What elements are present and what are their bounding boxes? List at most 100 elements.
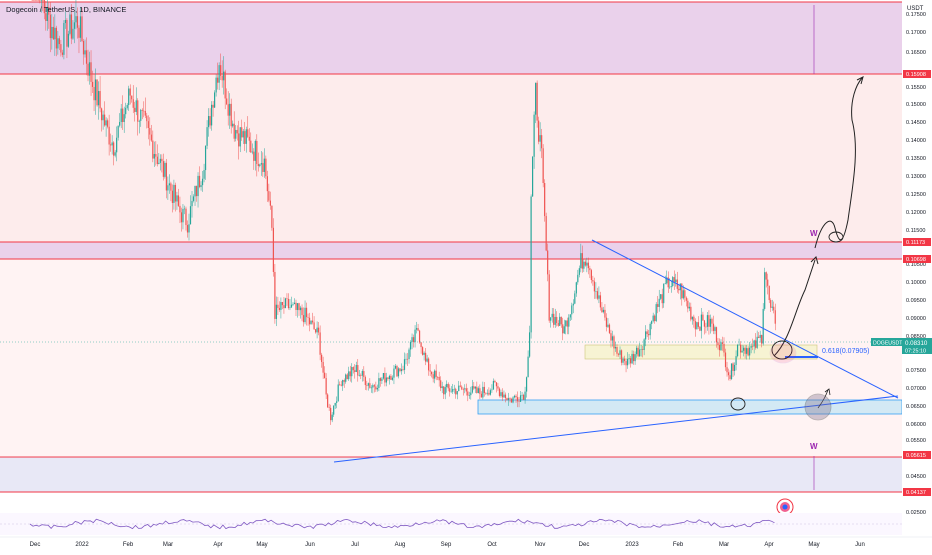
support-box-blue — [477, 399, 903, 415]
candle-body — [518, 401, 520, 402]
candle-body — [322, 362, 324, 373]
candle-body — [536, 82, 538, 121]
candle-body — [616, 346, 618, 354]
candle-body — [174, 184, 177, 202]
candle-body — [197, 175, 199, 197]
candle-body — [397, 368, 400, 377]
candle-body — [253, 151, 255, 161]
candle-body — [617, 353, 620, 355]
candle-body — [289, 307, 291, 309]
candle-body — [562, 324, 564, 334]
candle-body — [394, 365, 397, 369]
price-axis[interactable] — [902, 0, 932, 537]
candle-body — [325, 378, 327, 395]
candle-body — [226, 98, 228, 105]
candle-body — [437, 376, 439, 378]
candle-body — [399, 368, 401, 372]
candle-body — [358, 375, 360, 376]
candle-body — [622, 358, 624, 363]
candle-body — [331, 414, 333, 421]
candle-body — [241, 127, 243, 138]
candle-body — [628, 358, 630, 359]
candle-body — [185, 208, 187, 226]
candle-body — [510, 398, 513, 403]
candle-body — [34, 0, 36, 1]
price-level-label: 0.10698 — [906, 257, 926, 263]
candle-body — [366, 385, 368, 386]
candle-body — [271, 205, 273, 228]
circle-marks — [730, 231, 844, 421]
axis-tick-label: 0.06500 — [906, 404, 926, 410]
candle-body — [554, 316, 556, 325]
candle-body — [726, 367, 728, 373]
candle-body — [239, 127, 241, 147]
candle-body — [733, 364, 736, 371]
news-event-icon[interactable] — [776, 498, 794, 516]
candle-body — [54, 27, 56, 40]
candle-body — [134, 107, 136, 112]
axis-tick-label: 0.07500 — [906, 368, 926, 374]
price-level-label: 0.15908 — [906, 72, 926, 78]
month-label: Jul — [351, 542, 359, 548]
candle-body — [126, 105, 128, 108]
candle-body — [372, 385, 374, 388]
trendlines — [333, 239, 899, 463]
candle-body — [569, 314, 571, 318]
candle-body — [123, 114, 125, 123]
candle-body — [428, 358, 430, 371]
candle-body — [664, 283, 666, 284]
candle-body — [425, 352, 427, 362]
candle-body — [685, 297, 687, 301]
candle-body — [738, 344, 740, 346]
candle-body — [269, 200, 271, 206]
candle-body — [750, 345, 752, 348]
candle-body — [474, 386, 476, 389]
candle-body — [147, 121, 149, 128]
candle-body — [744, 347, 746, 354]
candle-body — [455, 388, 457, 395]
candle-body — [162, 161, 164, 177]
candle-body — [470, 392, 472, 396]
candle-body — [310, 320, 312, 325]
axis-ticks: 0.17500 0.17000 0.16500 0.15500 0.15000 0.145… — [906, 12, 926, 516]
candle-body — [209, 116, 211, 126]
candle-body — [45, 13, 47, 21]
candle-body — [334, 402, 336, 406]
candle-body — [420, 342, 422, 348]
candle-body — [131, 95, 133, 100]
candle-body — [476, 386, 478, 394]
candle-body — [319, 332, 321, 355]
candle-body — [171, 190, 174, 203]
candle-body — [402, 369, 404, 370]
axis-tick-label: 0.15000 — [906, 102, 926, 108]
candle-body — [724, 352, 727, 368]
candle-body — [770, 300, 772, 308]
candle-body — [708, 315, 710, 327]
axis-tick-label: 0.07000 — [906, 386, 926, 392]
candle-body — [611, 336, 614, 341]
candle-body — [97, 91, 100, 106]
candle-body — [491, 389, 493, 391]
candle-body — [280, 302, 282, 310]
candle-body — [415, 328, 418, 330]
candle-body — [152, 140, 154, 159]
time-axis[interactable] — [0, 537, 932, 550]
candle-body — [679, 283, 681, 291]
axis-tick-label: 0.10500 — [906, 262, 926, 268]
candle-body — [277, 304, 279, 308]
candle-body — [501, 392, 504, 398]
candle-body — [507, 398, 510, 401]
candle-body — [483, 386, 485, 393]
axis-tick-label: 0.17500 — [906, 12, 926, 18]
month-label: Apr — [764, 542, 773, 548]
candle-body — [720, 342, 722, 351]
candle-body — [595, 291, 597, 292]
candle-body — [373, 385, 375, 387]
candle-body — [599, 295, 602, 308]
candle-body — [739, 344, 742, 353]
candle-body — [613, 336, 615, 349]
candle-body — [447, 383, 449, 389]
candle-body — [690, 306, 692, 320]
candle-body — [236, 129, 238, 134]
